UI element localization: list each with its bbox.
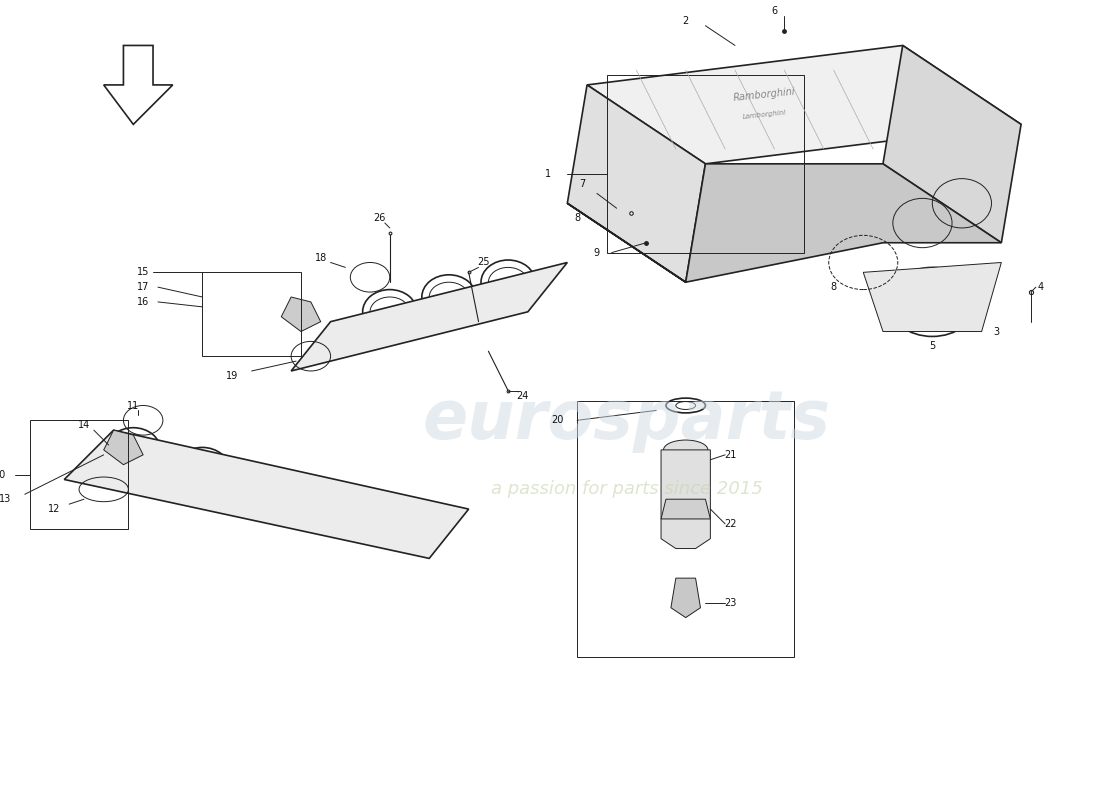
Text: Lamborghini: Lamborghini bbox=[742, 110, 786, 120]
Text: 15: 15 bbox=[138, 267, 150, 278]
Polygon shape bbox=[671, 578, 701, 618]
Text: 8: 8 bbox=[830, 282, 837, 292]
Bar bbox=[202, 272, 301, 356]
Text: 23: 23 bbox=[724, 598, 736, 608]
Polygon shape bbox=[568, 164, 1001, 282]
Text: 8: 8 bbox=[574, 213, 581, 223]
Polygon shape bbox=[292, 262, 568, 371]
Text: 22: 22 bbox=[724, 519, 736, 529]
Text: 25: 25 bbox=[477, 258, 490, 267]
Text: 11: 11 bbox=[128, 401, 140, 410]
Text: 6: 6 bbox=[771, 6, 778, 16]
Polygon shape bbox=[587, 46, 1021, 164]
Polygon shape bbox=[64, 430, 469, 558]
Text: 16: 16 bbox=[138, 297, 150, 307]
Text: 2: 2 bbox=[683, 16, 689, 26]
Text: 18: 18 bbox=[315, 253, 327, 262]
Text: 17: 17 bbox=[138, 282, 150, 292]
Text: 1: 1 bbox=[544, 169, 551, 178]
Text: 21: 21 bbox=[724, 450, 736, 460]
Bar bbox=[578, 401, 794, 657]
Text: eurosparts: eurosparts bbox=[422, 387, 830, 454]
Text: 4: 4 bbox=[1037, 282, 1044, 292]
Polygon shape bbox=[661, 450, 711, 549]
Text: 26: 26 bbox=[374, 213, 386, 223]
Polygon shape bbox=[661, 499, 711, 519]
Text: 13: 13 bbox=[0, 494, 11, 504]
Polygon shape bbox=[103, 430, 143, 465]
Text: 24: 24 bbox=[517, 390, 529, 401]
Text: 5: 5 bbox=[930, 342, 935, 351]
Text: 7: 7 bbox=[579, 178, 585, 189]
Bar bbox=[30, 420, 129, 529]
Ellipse shape bbox=[663, 440, 708, 460]
Polygon shape bbox=[282, 297, 321, 331]
Text: 20: 20 bbox=[551, 415, 563, 426]
Text: Ramborghini: Ramborghini bbox=[733, 86, 796, 103]
Text: a passion for parts since 2015: a passion for parts since 2015 bbox=[491, 480, 762, 498]
Text: 10: 10 bbox=[0, 470, 7, 479]
Text: 19: 19 bbox=[226, 371, 238, 381]
Polygon shape bbox=[568, 85, 705, 282]
Polygon shape bbox=[864, 262, 1001, 331]
Bar bbox=[607, 75, 804, 253]
Polygon shape bbox=[883, 46, 1021, 242]
Text: 14: 14 bbox=[78, 420, 90, 430]
Text: 3: 3 bbox=[993, 326, 1000, 337]
Text: 9: 9 bbox=[594, 248, 600, 258]
Text: 12: 12 bbox=[48, 504, 60, 514]
